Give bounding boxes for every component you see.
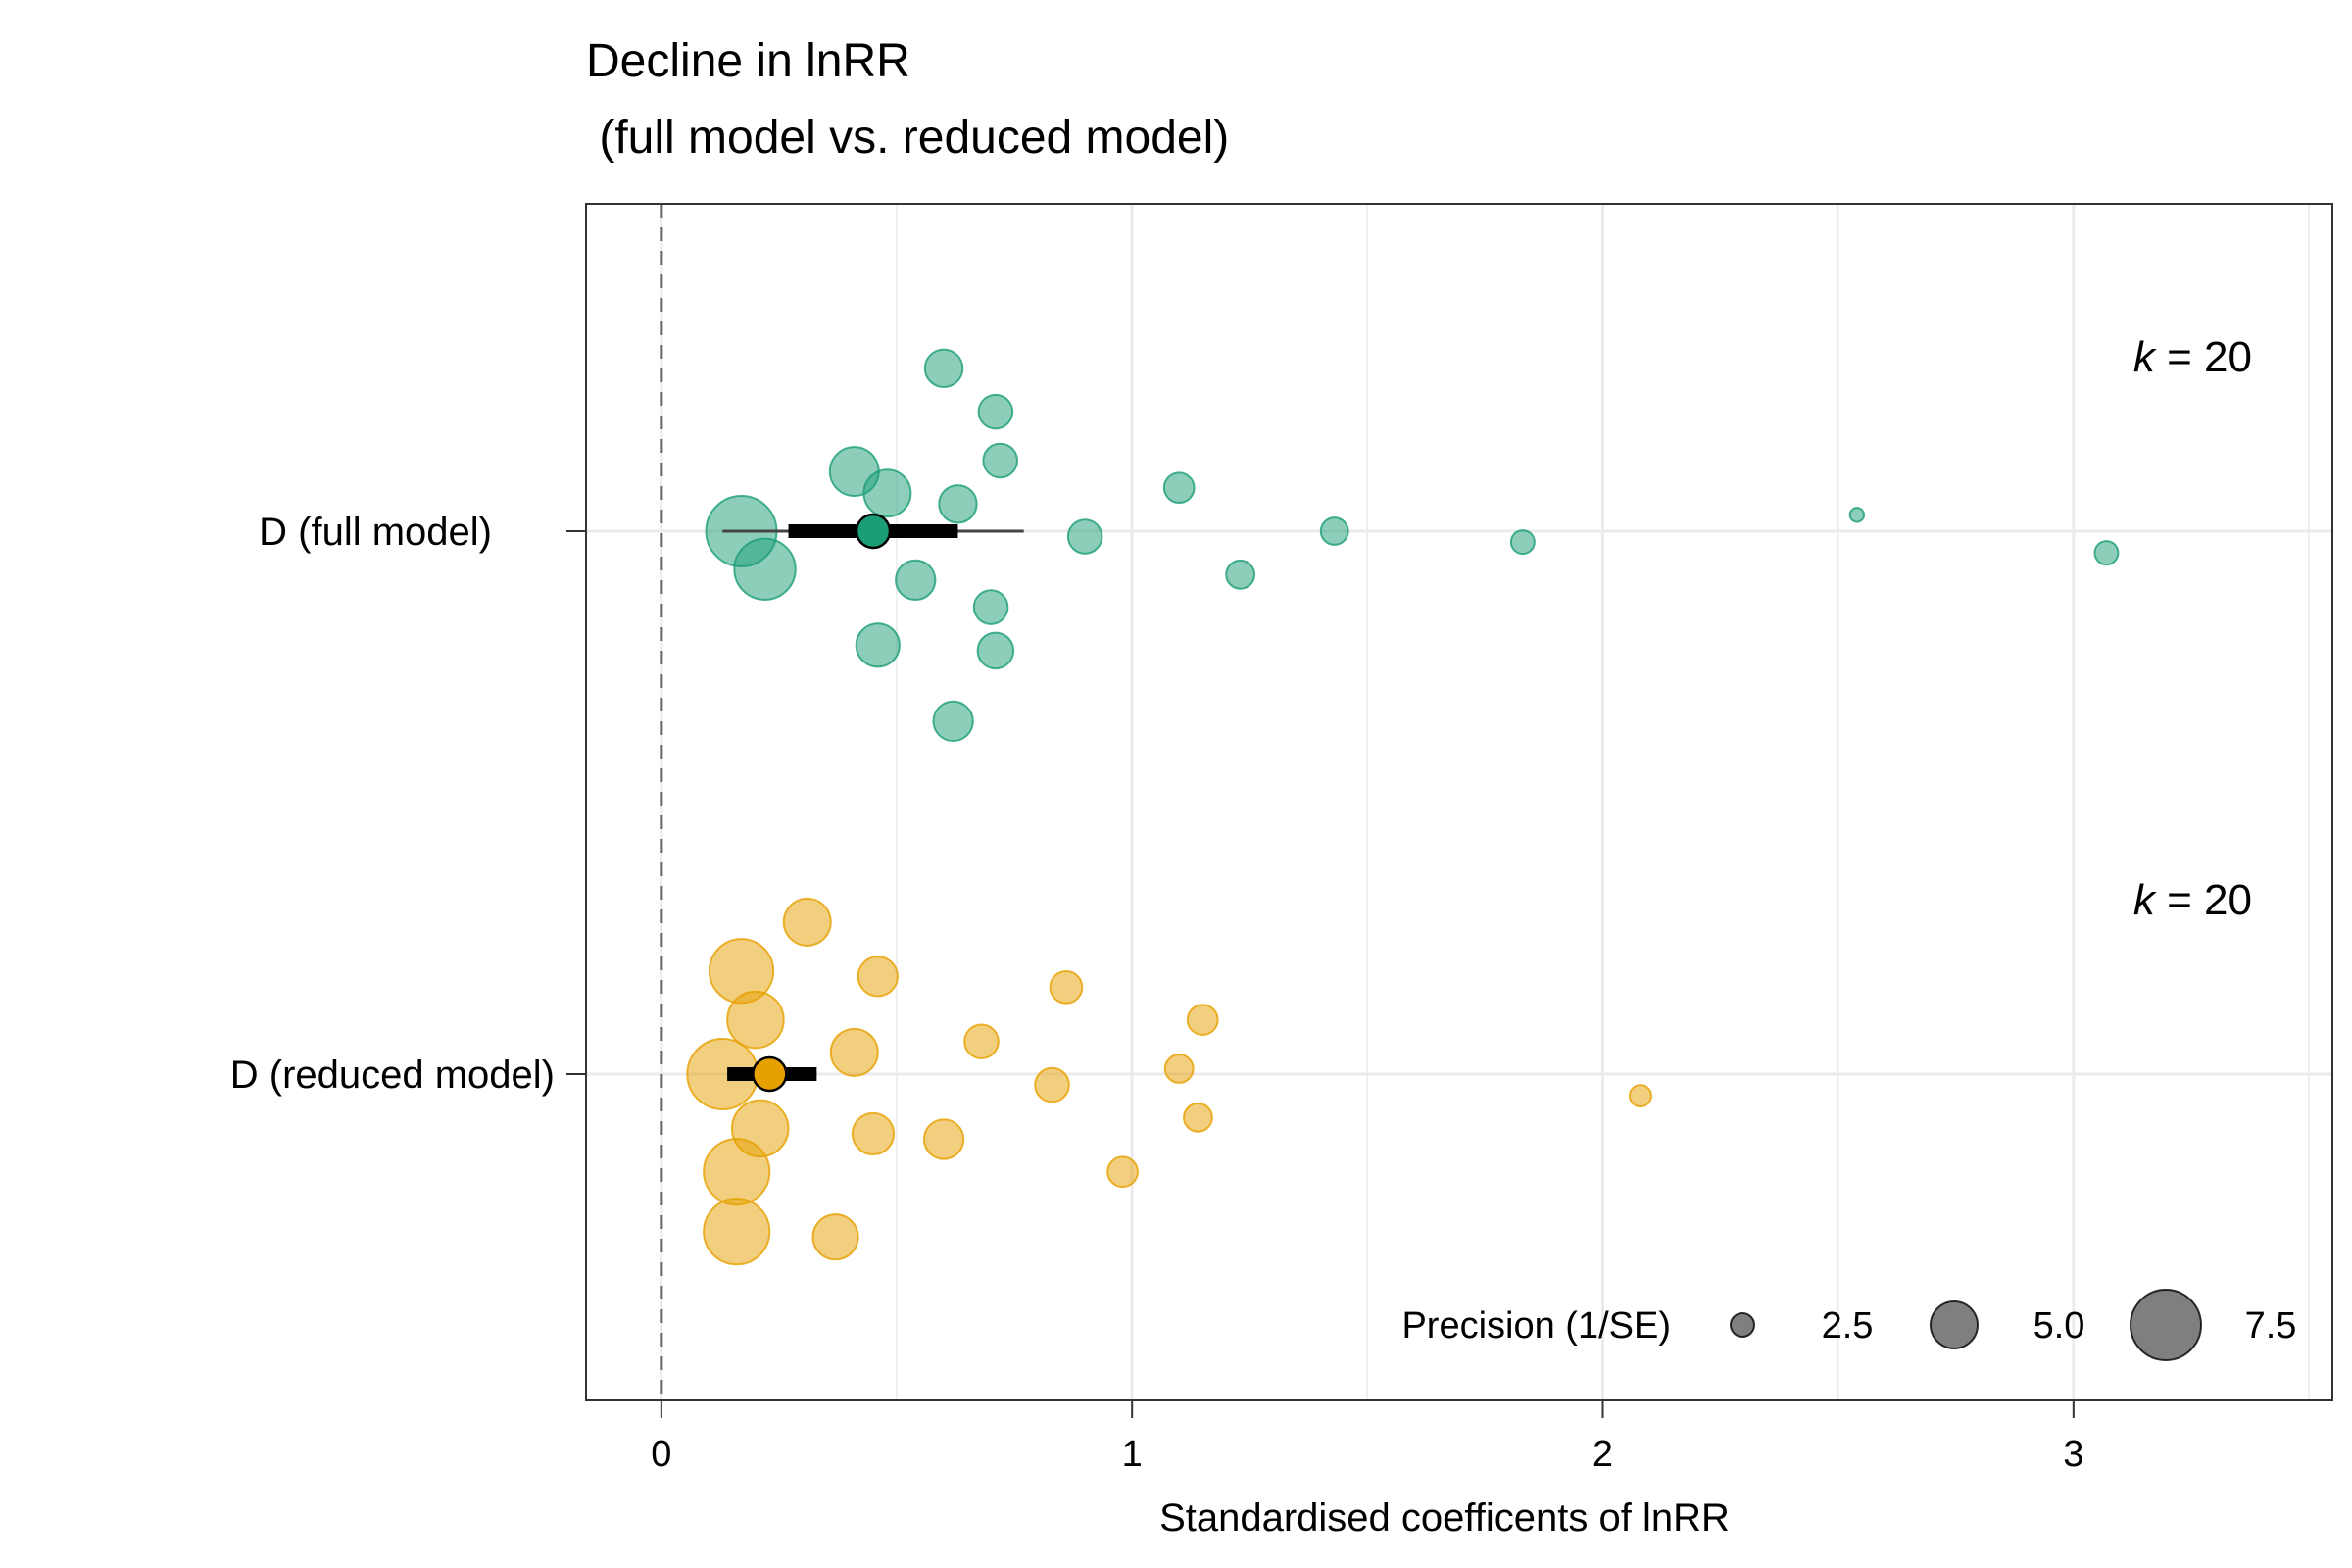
- data-point: [851, 1111, 896, 1156]
- data-point: [857, 956, 899, 998]
- x-tick-label: 3: [2063, 1434, 2083, 1475]
- legend-key-circle: [1930, 1300, 1979, 1349]
- data-point: [982, 442, 1018, 479]
- data-point: [932, 700, 974, 743]
- y-axis: D (full model) D (reduced model): [230, 511, 586, 1097]
- data-point: [2093, 540, 2120, 566]
- legend-title: Precision (1/SE): [1401, 1305, 1671, 1347]
- precision-legend: Precision (1/SE) 2.5 5.0 7.5: [1401, 1289, 2297, 1361]
- estimate-layer: [722, 513, 1024, 1093]
- x-tick-label: 0: [651, 1434, 671, 1475]
- data-point: [811, 1213, 859, 1261]
- data-point: [1066, 518, 1103, 555]
- data-point: [1034, 1066, 1070, 1103]
- data-point: [1509, 529, 1536, 556]
- data-point: [976, 631, 1015, 670]
- k-label: k = 20: [2133, 876, 2252, 924]
- data-point: [972, 589, 1009, 625]
- x-axis: 0 1 2 3: [651, 1400, 2083, 1475]
- data-point: [829, 1027, 879, 1077]
- data-point: [938, 484, 978, 524]
- data-point: [1163, 1054, 1195, 1084]
- chart-title-line1: Decline in lnRR: [586, 35, 910, 87]
- data-point: [1183, 1102, 1213, 1133]
- data-point: [895, 559, 937, 602]
- y-tick-label: D (reduced model): [230, 1054, 555, 1097]
- x-axis-title: Standardised coefficents of lnRR: [1159, 1496, 1730, 1540]
- series-points-1: [705, 348, 2120, 743]
- legend-key-label: 7.5: [2245, 1305, 2297, 1347]
- chart-title-line2: (full model vs. reduced model): [586, 112, 1229, 164]
- data-point: [733, 537, 797, 601]
- data-point: [1225, 559, 1256, 590]
- x-tick-label: 2: [1592, 1434, 1613, 1475]
- data-point: [1106, 1155, 1139, 1189]
- legend-key-circle: [2130, 1289, 2202, 1361]
- data-point: [782, 897, 832, 947]
- y-tick-label: D (full model): [259, 511, 492, 554]
- data-point: [703, 1198, 771, 1266]
- data-point: [977, 393, 1014, 430]
- x-tick-label: 1: [1122, 1434, 1143, 1475]
- k-labels: k = 20 k = 20: [2133, 333, 2252, 924]
- data-point: [855, 622, 901, 668]
- legend-key-label: 5.0: [2034, 1305, 2085, 1347]
- data-point: [1162, 471, 1196, 505]
- effect-size-points: [686, 348, 2120, 1266]
- series-points-2: [686, 897, 1652, 1266]
- legend-key-circle: [1730, 1312, 1755, 1338]
- plot-panel: [586, 204, 2332, 1400]
- k-label: k = 20: [2133, 333, 2252, 381]
- data-point: [923, 348, 964, 388]
- data-point: [726, 990, 785, 1050]
- data-point: [862, 468, 912, 518]
- pooled-estimate-point: [855, 513, 892, 550]
- data-point: [1319, 516, 1349, 546]
- data-point: [1628, 1084, 1652, 1108]
- data-point: [922, 1118, 965, 1160]
- data-point: [963, 1023, 1000, 1060]
- pooled-estimate-point: [752, 1055, 788, 1093]
- plot-border: [585, 203, 2333, 1401]
- legend-key-label: 2.5: [1822, 1305, 1874, 1347]
- data-point: [1848, 507, 1866, 523]
- data-point: [703, 1138, 771, 1206]
- data-point: [1186, 1004, 1219, 1036]
- data-point: [1049, 970, 1084, 1004]
